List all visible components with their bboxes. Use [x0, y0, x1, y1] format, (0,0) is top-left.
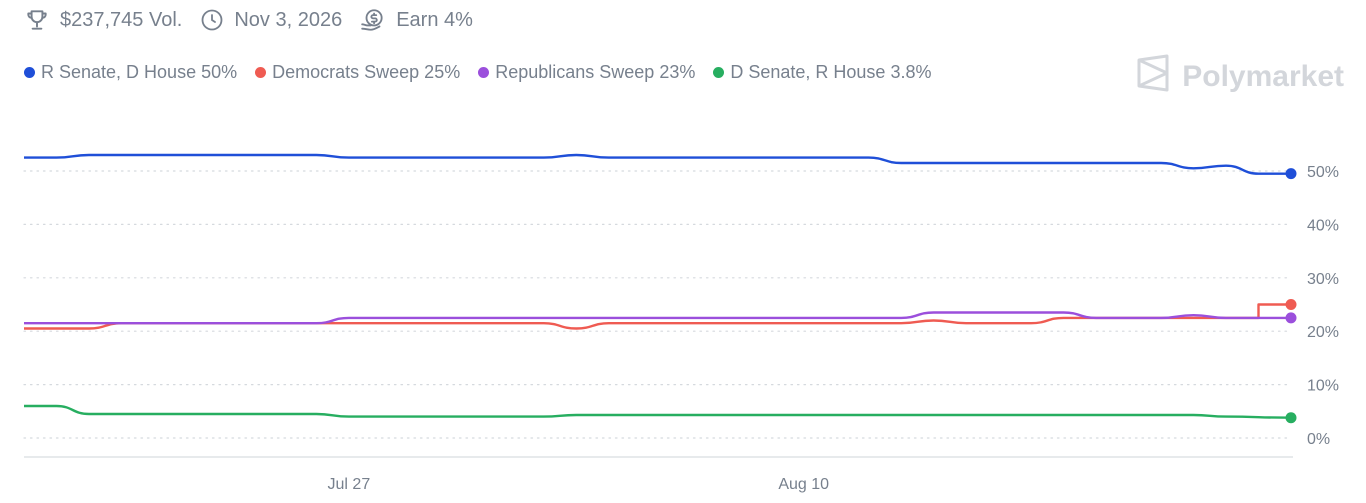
market-stats-bar: $237,745 Vol. Nov 3, 2026 Earn 4% — [24, 6, 473, 34]
legend-item-democrats-sweep[interactable]: Democrats Sweep 25% — [255, 62, 460, 83]
legend-label: R Senate, D House 50% — [41, 62, 238, 82]
series-line-republicans-sweep — [24, 311, 1291, 325]
legend-item-d-senate-r-house[interactable]: D Senate, R House 3.8% — [713, 62, 931, 83]
end-date-stat: Nov 3, 2026 — [200, 8, 342, 32]
legend-dot — [24, 67, 35, 78]
volume-stat: $237,745 Vol. — [24, 7, 182, 33]
polymarket-logo-icon — [1136, 54, 1170, 100]
y-tick-label: 20% — [1307, 324, 1339, 341]
legend-dot — [713, 67, 725, 78]
legend-item-r-senate-d-house[interactable]: R Senate, D House 50% — [24, 62, 237, 83]
y-tick-label: 10% — [1307, 378, 1339, 395]
legend-label: D Senate, R House 3.8% — [730, 62, 932, 82]
y-tick-label: 0% — [1307, 431, 1330, 448]
legend-label: Republicans Sweep 23% — [495, 62, 696, 82]
earn-coin-icon — [360, 7, 386, 33]
trophy-icon — [24, 7, 50, 33]
y-tick-label: 50% — [1307, 164, 1339, 181]
y-tick-label: 40% — [1307, 217, 1339, 234]
x-tick-label: Jul 27 — [328, 476, 371, 493]
earn-text: Earn 4% — [396, 8, 473, 31]
series-line-d-senate-r-house — [24, 404, 1292, 419]
legend-dot — [255, 67, 267, 78]
brand-name: Polymarket — [1182, 60, 1344, 93]
series-line-r-senate-d-house — [24, 153, 1291, 175]
volume-text: $237,745 Vol. — [60, 8, 183, 31]
x-tick-label: Aug 10 — [778, 476, 829, 493]
clock-icon — [200, 8, 224, 32]
series-line-democrats-sweep — [24, 303, 1291, 330]
end-date-text: Nov 3, 2026 — [234, 8, 343, 31]
chart-legend: R Senate, D House 50% Democrats Sweep 25… — [24, 62, 931, 83]
polymarket-logo: Polymarket — [1136, 54, 1344, 100]
series-endpoint-d-senate-r-house[interactable] — [1285, 412, 1297, 424]
legend-dot — [478, 67, 490, 78]
series-endpoint-r-senate-d-house[interactable] — [1285, 168, 1297, 180]
legend-label: Democrats Sweep 25% — [272, 62, 461, 82]
legend-item-republicans-sweep[interactable]: Republicans Sweep 23% — [478, 62, 695, 83]
series-endpoint-democrats-sweep[interactable] — [1285, 299, 1297, 310]
series-endpoint-republicans-sweep[interactable] — [1285, 312, 1297, 324]
y-tick-label: 30% — [1307, 271, 1339, 288]
earn-stat[interactable]: Earn 4% — [360, 7, 473, 33]
